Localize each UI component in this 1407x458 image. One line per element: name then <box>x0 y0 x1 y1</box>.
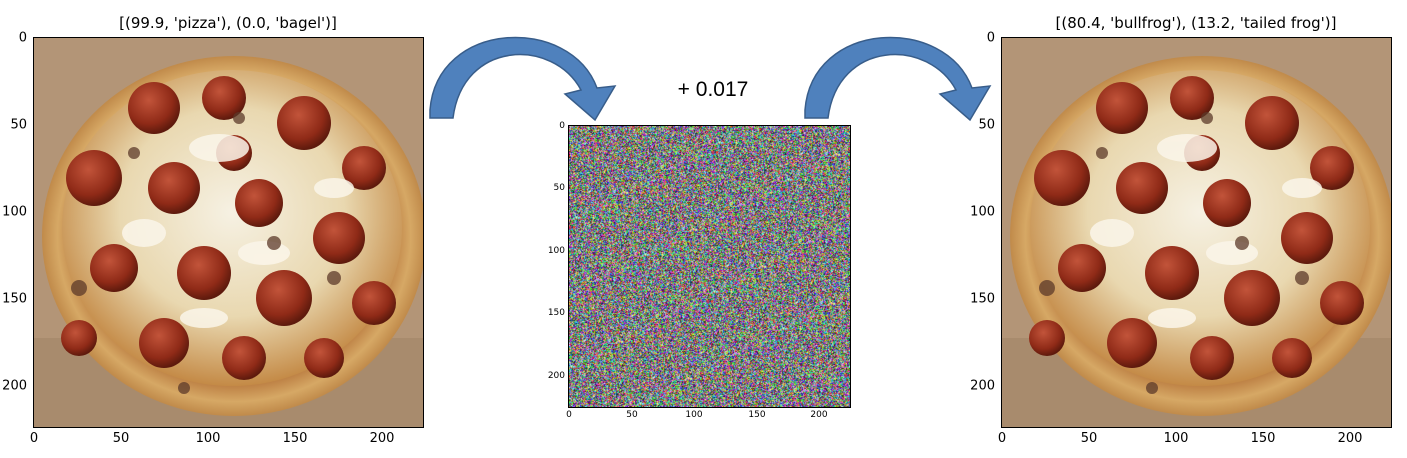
left-xtick: 0 <box>29 431 39 446</box>
middle-xtick: 0 <box>566 410 572 420</box>
middle-ytick: 150 <box>547 308 565 318</box>
right-ytick: 50 <box>978 117 995 133</box>
noise-image <box>569 126 850 407</box>
middle-xtick: 200 <box>810 410 828 420</box>
pizza-image-perturbed <box>1002 38 1391 427</box>
middle-xtick: 150 <box>748 410 766 420</box>
right-xtick: 150 <box>1250 431 1276 446</box>
right-xtick: 0 <box>997 431 1007 446</box>
pizza-image <box>34 38 423 427</box>
left-ytick: 200 <box>2 378 27 394</box>
right-xtick: 200 <box>1337 431 1363 446</box>
right-ytick: 200 <box>970 378 995 394</box>
left-xtick: 50 <box>112 431 130 446</box>
middle-ytick: 200 <box>547 371 565 381</box>
left-xtick: 200 <box>369 431 395 446</box>
middle-ytick: 0 <box>559 121 565 131</box>
left-ytick: 150 <box>2 291 27 307</box>
left-image-frame <box>33 37 424 428</box>
middle-xtick: 50 <box>626 410 638 420</box>
right-image-frame <box>1001 37 1392 428</box>
middle-ytick: 100 <box>547 246 565 256</box>
right-panel-title: [(80.4, 'bullfrog'), (13.2, 'tailed frog… <box>1055 14 1337 32</box>
left-panel-title: [(99.9, 'pizza'), (0.0, 'bagel')] <box>119 14 337 32</box>
curved-arrow-icon <box>429 36 617 122</box>
left-ytick: 50 <box>10 117 27 133</box>
perturbation-epsilon-label: + 0.017 <box>677 78 749 101</box>
left-xtick: 150 <box>282 431 308 446</box>
right-xtick: 50 <box>1080 431 1098 446</box>
curved-arrow-icon <box>804 36 992 122</box>
right-ytick: 0 <box>986 30 995 46</box>
middle-ytick: 50 <box>553 183 565 193</box>
noise-image-frame <box>568 125 851 408</box>
left-ytick: 0 <box>18 30 27 46</box>
right-ytick: 100 <box>970 204 995 220</box>
right-ytick: 150 <box>970 291 995 307</box>
left-xtick: 100 <box>195 431 221 446</box>
middle-xtick: 100 <box>685 410 703 420</box>
left-ytick: 100 <box>2 204 27 220</box>
right-xtick: 100 <box>1163 431 1189 446</box>
